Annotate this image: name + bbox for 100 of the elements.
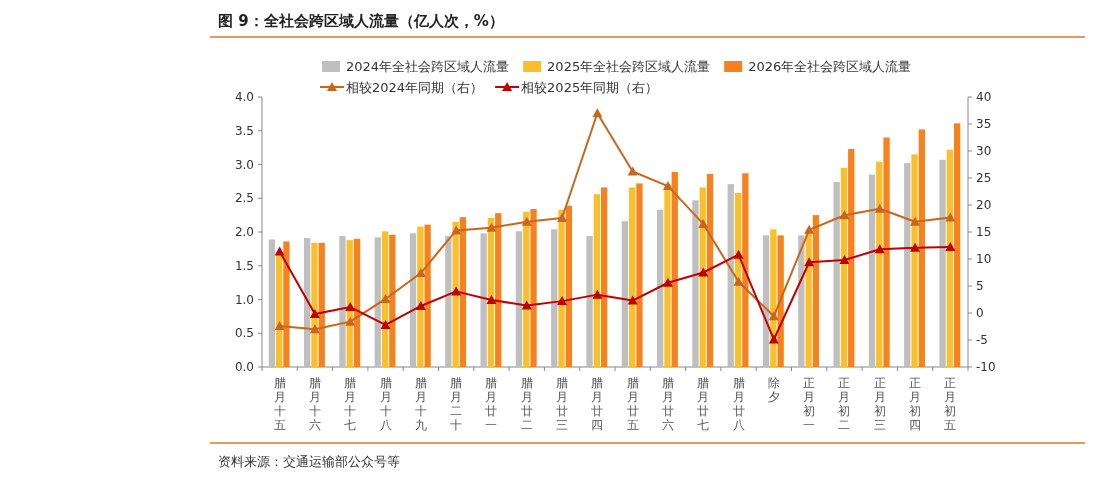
- point: [309, 324, 320, 334]
- legend-label: 2024年全社会跨区域人流量: [346, 59, 510, 74]
- point: [768, 311, 779, 321]
- y2-tick-label: 0: [976, 306, 984, 320]
- bar: [283, 241, 290, 367]
- point: [662, 181, 673, 191]
- x-tick-label: 腊月廿四: [591, 376, 604, 432]
- point: [557, 296, 568, 306]
- x-tick-label: 腊月十六: [308, 376, 321, 432]
- legend-label: 相较2024年同期（右）: [346, 80, 484, 95]
- x-tick-label: 腊月廿二: [520, 376, 533, 432]
- point: [733, 249, 744, 259]
- bar: [946, 149, 953, 367]
- y-tick-label: 0.0: [234, 360, 254, 374]
- bar: [798, 235, 805, 367]
- text: 资料来源：交通运输部公众号等: [218, 454, 400, 469]
- bar: [374, 237, 381, 367]
- bar: [409, 233, 417, 367]
- x-tick-label: 腊月廿三: [556, 376, 569, 432]
- y2-tick-label: 15: [976, 225, 992, 239]
- x-tick-label: 正月初四: [909, 376, 922, 432]
- bar: [742, 173, 749, 367]
- y-tick-label: 2.0: [234, 225, 254, 239]
- point: [592, 289, 603, 299]
- point: [804, 257, 815, 267]
- y2-tick-label: 40: [976, 90, 992, 104]
- point: [345, 316, 356, 326]
- legend-label: 相较2025年同期（右）: [521, 80, 659, 95]
- point: [451, 225, 462, 235]
- y-tick-label: 0.5: [234, 326, 254, 341]
- bar: [530, 209, 537, 367]
- legend-label: 2025年全社会跨区域人流量: [547, 59, 711, 74]
- point: [945, 212, 956, 222]
- y-tick-label: 3.0: [234, 157, 254, 172]
- y2-tick-label: 35: [976, 117, 992, 131]
- bar: [593, 194, 600, 367]
- bar: [911, 154, 918, 367]
- x-tick-label: 正月初三: [873, 376, 886, 432]
- bar: [868, 174, 876, 367]
- bar: [762, 235, 770, 367]
- point: [768, 334, 779, 344]
- x-tick-label: 腊月十七: [344, 376, 357, 432]
- bar: [586, 236, 593, 367]
- x-tick-label: 腊月廿七: [697, 376, 710, 432]
- bar: [565, 205, 572, 367]
- bar: [833, 182, 840, 367]
- y2-tick-label: 25: [976, 171, 992, 185]
- point: [557, 212, 568, 222]
- bar: [777, 235, 784, 367]
- bar: [601, 187, 608, 367]
- bar: [657, 209, 664, 367]
- point: [451, 286, 462, 296]
- bar: [558, 209, 565, 367]
- point: [839, 210, 850, 220]
- point: [415, 268, 426, 278]
- x-tick-label: 正月初五: [944, 376, 957, 432]
- point: [627, 166, 638, 176]
- point: [380, 293, 391, 303]
- bar: [353, 238, 361, 367]
- bar: [671, 171, 678, 367]
- x-tick-label: 腊月廿五: [626, 376, 639, 432]
- y-tick-label: 3.5: [234, 123, 254, 138]
- point: [910, 242, 921, 252]
- bar: [424, 224, 431, 367]
- y2-tick-label: 20: [976, 198, 992, 212]
- point: [309, 309, 320, 319]
- bar: [692, 200, 699, 367]
- point: [274, 320, 285, 330]
- point: [910, 216, 921, 226]
- bar: [883, 137, 890, 367]
- bar: [954, 123, 961, 367]
- bar: [551, 229, 558, 367]
- bar: [318, 242, 325, 367]
- bar: [339, 236, 346, 367]
- y2-tick-label: 5: [976, 279, 984, 293]
- x-tick-label: 正月初二: [838, 376, 851, 432]
- point: [874, 244, 885, 254]
- point: [380, 319, 391, 329]
- point: [733, 276, 744, 286]
- point: [274, 246, 285, 256]
- bar: [812, 215, 820, 367]
- point: [521, 300, 532, 310]
- legend-label: 2026年全社会跨区域人流量: [748, 59, 912, 74]
- bar: [445, 236, 452, 367]
- point: [521, 216, 532, 226]
- bar: [848, 148, 855, 367]
- bar: [621, 221, 628, 367]
- bar: [727, 184, 734, 367]
- point: [627, 295, 638, 305]
- y-tick-label: 1.0: [234, 292, 254, 307]
- point: [945, 242, 956, 252]
- bar: [495, 213, 502, 367]
- x-tick-label: 腊月廿六: [661, 376, 674, 432]
- x-tick-label: 腊月十五: [273, 376, 286, 432]
- y-tick-label: 1.5: [234, 258, 254, 273]
- y2-tick-label: 10: [976, 252, 992, 266]
- x-tick-label: 腊月廿八: [732, 376, 745, 432]
- point: [486, 295, 497, 305]
- bar: [918, 129, 925, 367]
- bar: [706, 173, 714, 367]
